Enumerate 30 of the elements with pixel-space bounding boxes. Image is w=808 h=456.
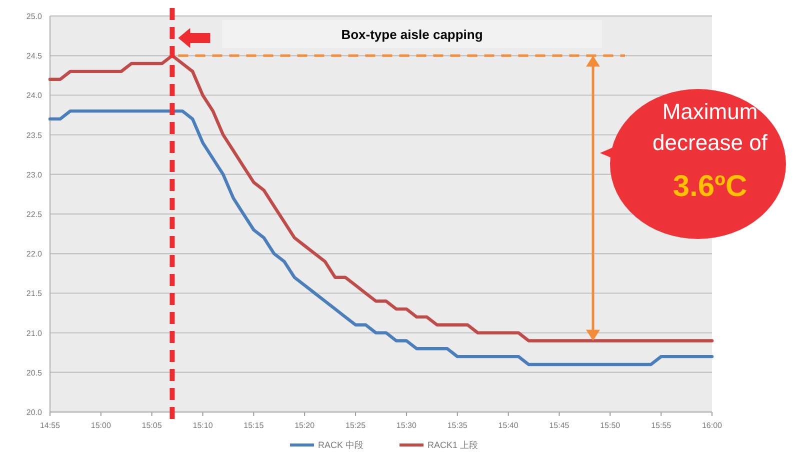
x-tick-label: 16:00 (702, 421, 723, 430)
x-tick-label: 14:55 (40, 421, 61, 430)
y-tick-label: 24.5 (26, 52, 43, 61)
y-tick-label: 23.5 (26, 130, 43, 140)
x-tick-label: 15:35 (447, 421, 468, 430)
annotation: Box-type aisle capping (341, 27, 483, 42)
x-tick-label: 15:20 (294, 421, 316, 430)
y-tick-label: 21.0 (26, 328, 43, 338)
y-tick-label: 20.5 (26, 368, 43, 378)
x-tick-label: 15:15 (244, 421, 264, 430)
x-tick-label: 15:00 (90, 421, 112, 430)
x-tick-label: 15:10 (192, 421, 214, 430)
y-tick-label: 25.0 (26, 12, 43, 21)
x-tick-label: 15:45 (549, 421, 570, 430)
legend-label: RACK1 上段 (428, 440, 478, 450)
x-tick-label: 15:55 (651, 421, 672, 430)
y-tick-label: 23.0 (26, 170, 43, 180)
y-tick-label: 21.5 (26, 289, 43, 298)
x-tick-label: 15:05 (142, 421, 162, 430)
x-tick-label: 15:25 (346, 421, 366, 430)
x-tick-label: 15:40 (498, 421, 519, 430)
x-tick-label: 15:30 (396, 421, 418, 430)
annotation: 3.6ºC (672, 170, 748, 203)
annotation: Maximum decrease of (652, 99, 768, 155)
y-tick-label: 20.0 (26, 408, 43, 417)
x-tick-label: 15:50 (600, 421, 621, 430)
y-tick-label: 22.0 (26, 250, 43, 259)
legend-label: RACK 中段 (318, 440, 364, 450)
y-tick-label: 22.5 (26, 210, 43, 219)
y-tick-label: 24.0 (26, 91, 43, 100)
